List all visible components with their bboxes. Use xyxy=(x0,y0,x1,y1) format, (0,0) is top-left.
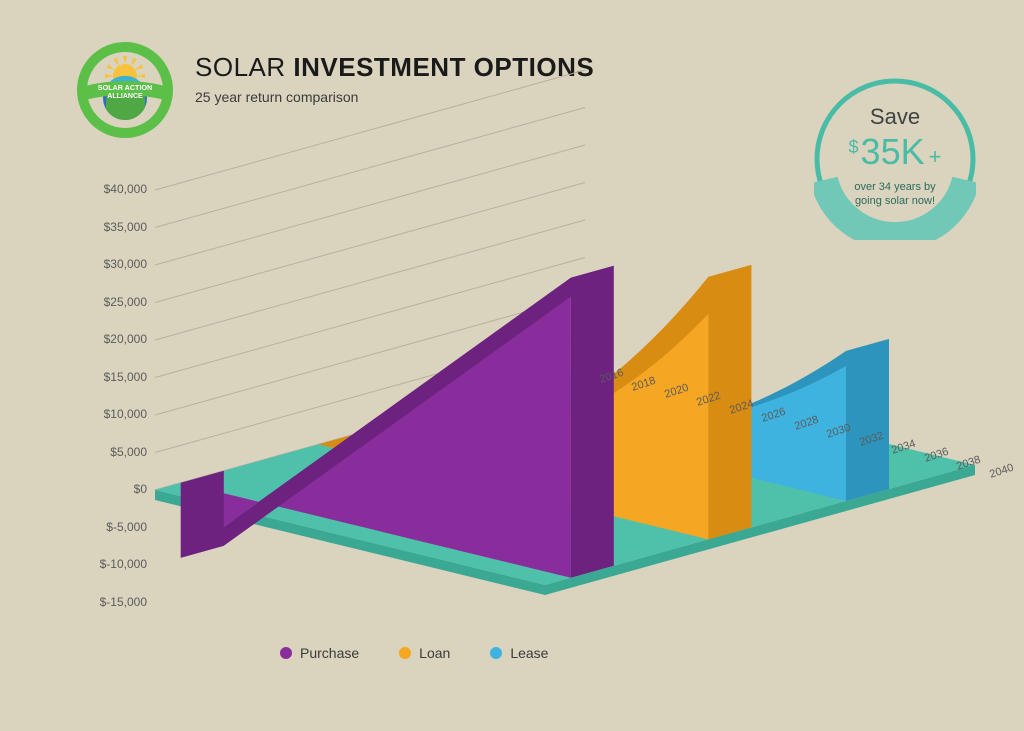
legend-item-lease: Lease xyxy=(490,645,548,661)
legend-label: Lease xyxy=(510,645,548,661)
legend-dot xyxy=(280,647,292,659)
legend-dot xyxy=(490,647,502,659)
y-axis-label: $20,000 xyxy=(87,332,147,346)
legend-item-loan: Loan xyxy=(399,645,450,661)
y-axis-label: $0 xyxy=(87,482,147,496)
y-axis-label: $25,000 xyxy=(87,295,147,309)
y-axis-label: $15,000 xyxy=(87,370,147,384)
y-axis-label: $10,000 xyxy=(87,407,147,421)
legend-label: Loan xyxy=(419,645,450,661)
y-axis-label: $30,000 xyxy=(87,257,147,271)
chart-legend: Purchase Loan Lease xyxy=(280,645,548,661)
y-axis-label: $40,000 xyxy=(87,182,147,196)
y-axis-label: $35,000 xyxy=(87,220,147,234)
y-axis-label: $-15,000 xyxy=(87,595,147,609)
y-axis-label: $5,000 xyxy=(87,445,147,459)
legend-item-purchase: Purchase xyxy=(280,645,359,661)
y-axis-label: $-5,000 xyxy=(87,520,147,534)
legend-dot xyxy=(399,647,411,659)
y-axis-label: $-10,000 xyxy=(87,557,147,571)
legend-label: Purchase xyxy=(300,645,359,661)
investment-3d-chart: $40,000 $35,000 $30,000 $25,000 $20,000 $15,0… xyxy=(0,0,1024,726)
